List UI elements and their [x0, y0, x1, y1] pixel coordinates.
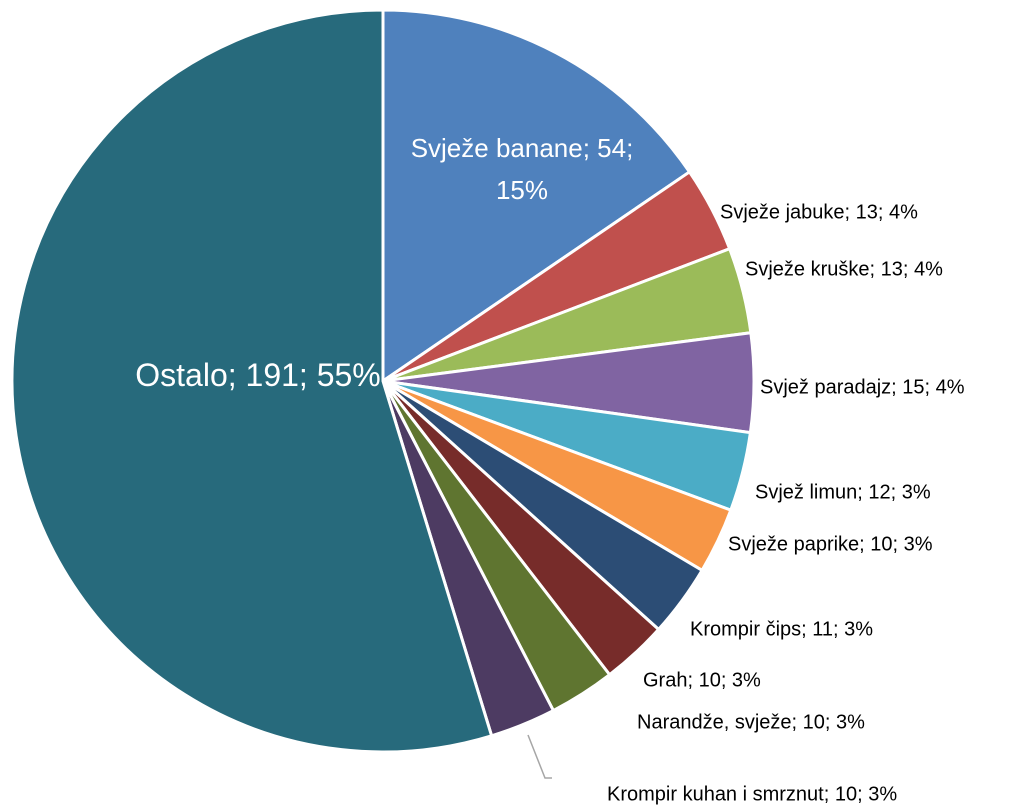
data-label: Svježe jabuke; 13; 4% [720, 201, 918, 223]
data-label: Krompir čips; 11; 3% [690, 618, 873, 640]
data-label: Ostalo; 191; 55% [135, 357, 381, 393]
data-label: Krompir kuhan i smrznut; 10; 3% [607, 783, 897, 805]
data-label: Svjež paradajz; 15; 4% [760, 376, 965, 398]
data-label: Svježe banane; 54; 15% [410, 133, 634, 205]
data-label: Narandže, svježe; 10; 3% [637, 711, 865, 733]
data-label: Svježe kruške; 13; 4% [745, 258, 943, 280]
data-label: Svježe paprike; 10; 3% [728, 533, 933, 555]
pie-slice [10, 8, 494, 754]
pie-slice [381, 8, 692, 384]
data-label: Svjež limun; 12; 3% [755, 481, 931, 503]
leader-line [527, 734, 552, 779]
data-label: Grah; 10; 3% [643, 669, 761, 691]
